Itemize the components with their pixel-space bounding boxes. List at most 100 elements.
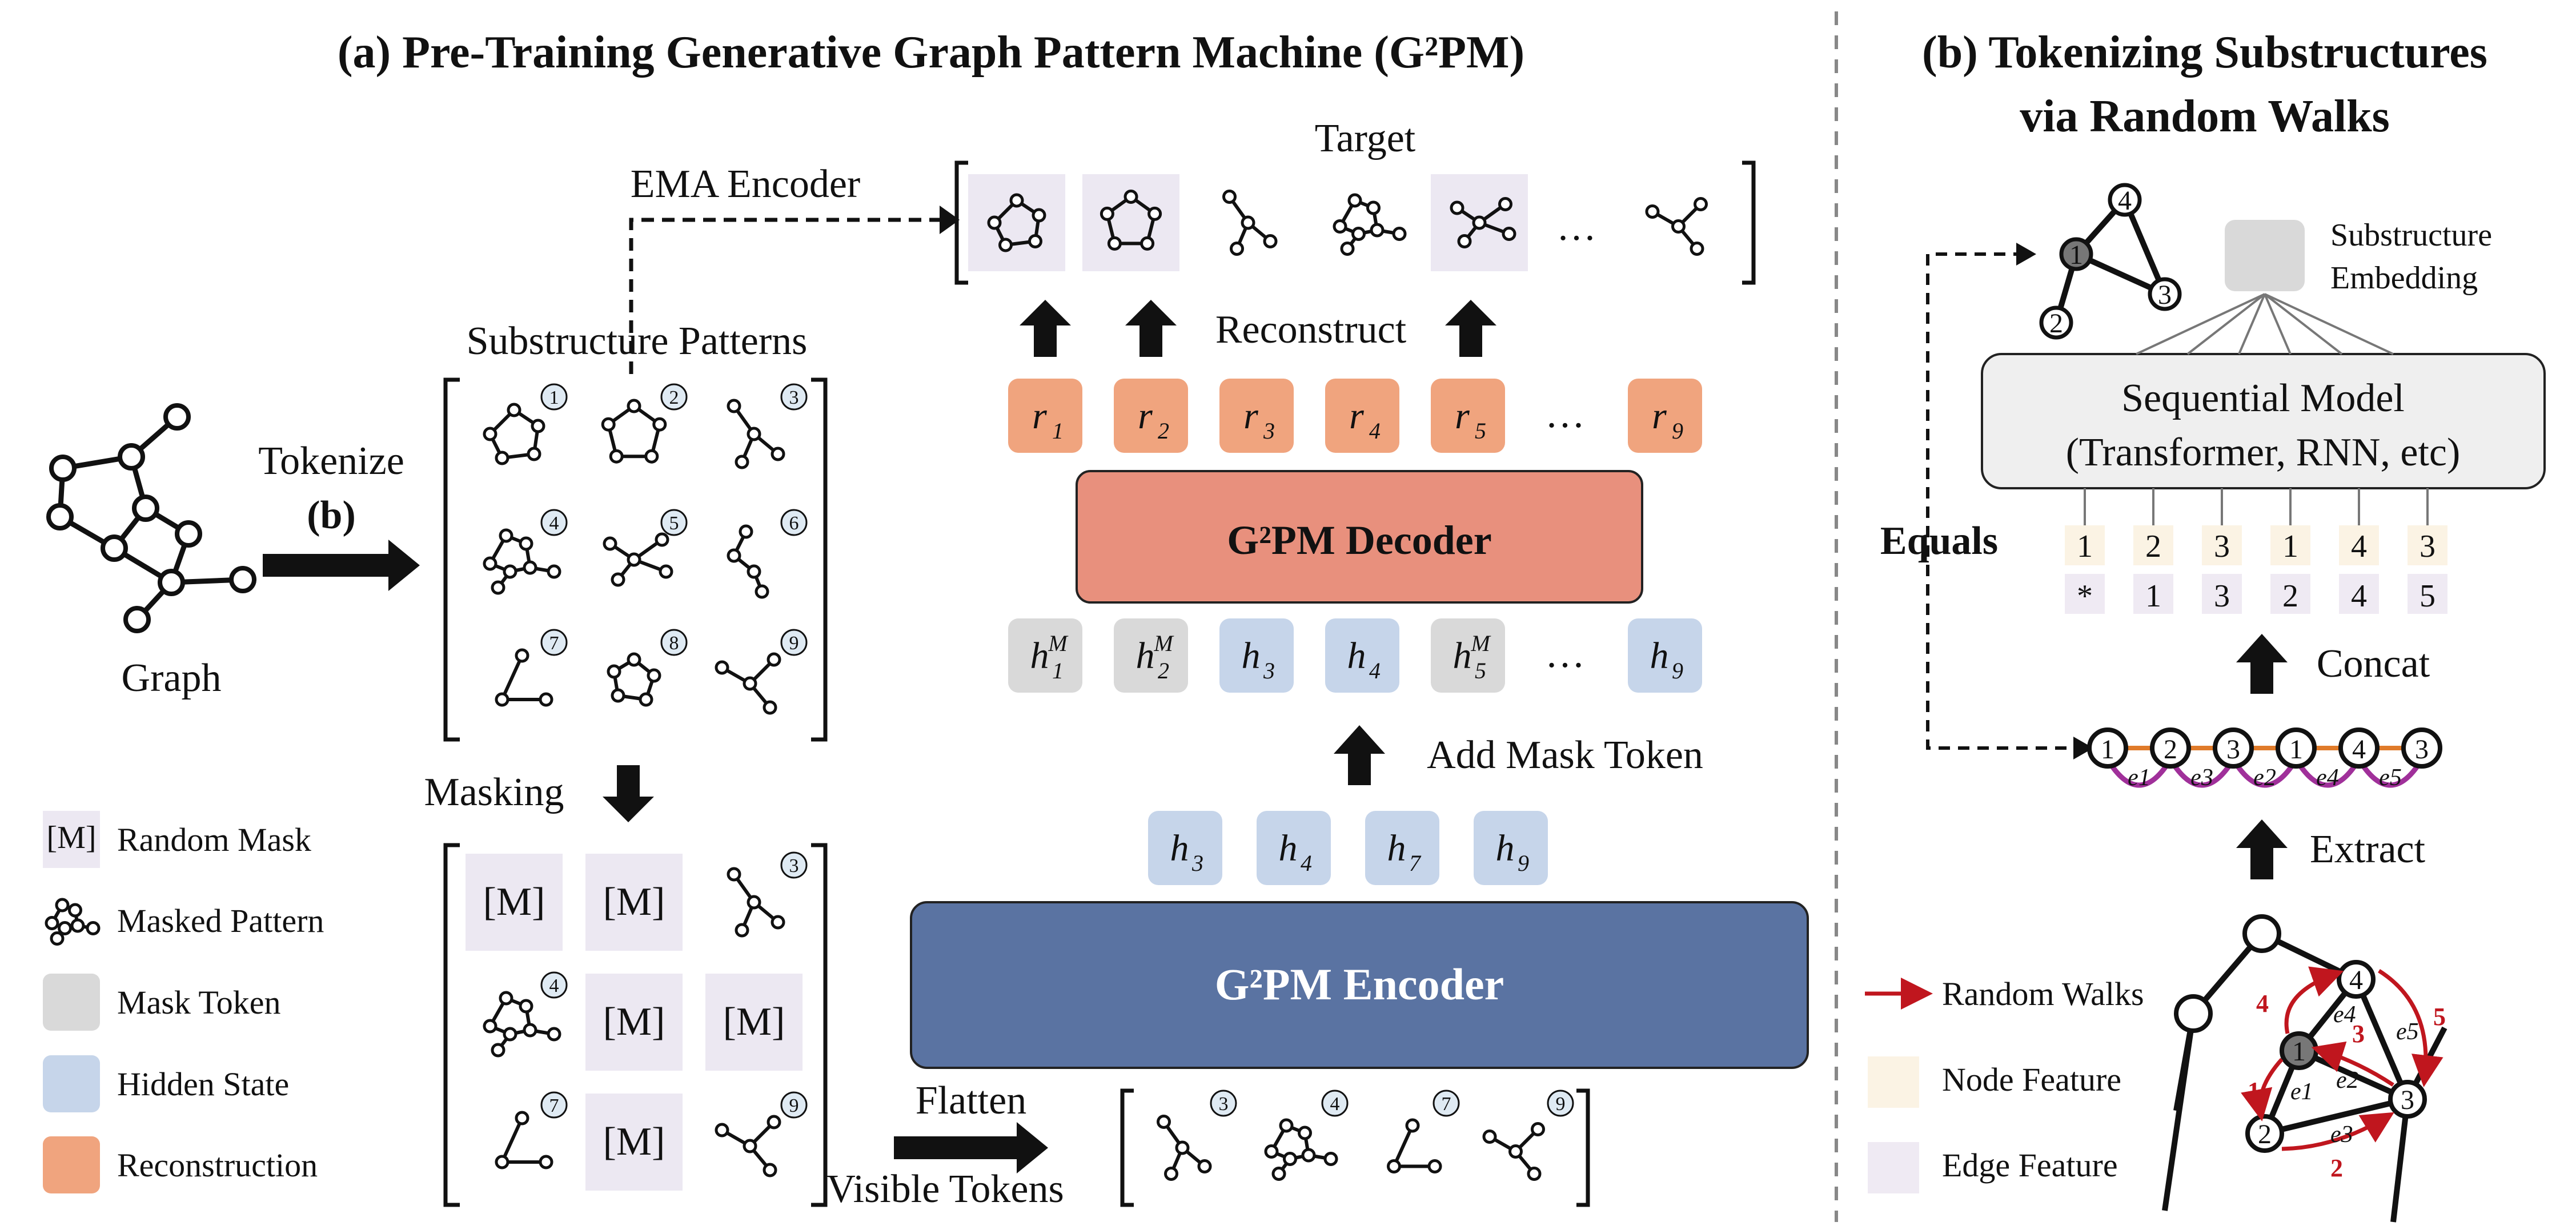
svg-text:4: 4 (1301, 850, 1312, 876)
svg-text:7: 7 (549, 633, 559, 654)
flatten-arrow (894, 1122, 1048, 1173)
node-feature-4: 1 (2282, 529, 2298, 564)
pattern-number-5: 5 (660, 509, 688, 536)
ema-dashed-path (629, 218, 948, 374)
svg-text:9: 9 (1672, 658, 1683, 684)
legend-swatch-hidden-state (43, 1055, 100, 1112)
small-graph-node-3: 3 (2158, 280, 2172, 310)
walk-step-3: 3 (2352, 1020, 2365, 1048)
visible-tokens-label: Visible Tokens (826, 1167, 1064, 1211)
mask-cell (585, 974, 683, 1071)
walk-node-4: 1 (2289, 734, 2303, 765)
masked-visible-number-9: 9 (780, 1091, 808, 1119)
sequential-model-line2: (Transformer, RNN, etc) (2066, 431, 2461, 475)
walk-edge-label-1: e1 (2128, 765, 2150, 791)
small-graph-node-1: 1 (2069, 240, 2083, 270)
target-ellipsis: … (1556, 205, 1596, 249)
add-mask-label: Add Mask Token (1427, 733, 1703, 777)
masked-visible-number-3: 3 (780, 851, 808, 879)
svg-text:5: 5 (1475, 658, 1486, 684)
masked-visible-glyph-4 (483, 991, 561, 1058)
masked-visible-glyph-7 (495, 1111, 553, 1169)
add-mask-arrow (1334, 725, 1385, 785)
walk-graph-edge-e5: e5 (2396, 1019, 2419, 1045)
decoder-box (1076, 470, 1643, 604)
edge-feature-cell (2339, 574, 2379, 614)
hidden-token-1: h 1M (1008, 618, 1082, 693)
pattern-glyph-2 (601, 399, 667, 464)
walk-step-5: 5 (2433, 1003, 2446, 1031)
masked-visible-glyph-9 (715, 1115, 781, 1177)
svg-text:4: 4 (1369, 658, 1381, 684)
svg-text:3: 3 (1191, 850, 1203, 876)
visible-number-2: 4 (1321, 1090, 1349, 1117)
target-glyph-7 (1645, 197, 1708, 256)
walk-step-1: 1 (2248, 1077, 2260, 1105)
svg-text:r: r (1138, 395, 1153, 437)
visible-token-row: 3 4 7 9 (1157, 1090, 1574, 1181)
patterns-label: Substructure Patterns (467, 319, 808, 363)
svg-text:h: h (1170, 827, 1189, 869)
pattern-glyph-1 (483, 403, 545, 465)
node-feature-cell (2339, 525, 2379, 565)
svg-text:2: 2 (1158, 658, 1169, 684)
graph-label: Graph (122, 656, 222, 700)
embedding-label-1: Substructure (2330, 218, 2492, 253)
embedding-fan-lines (2084, 293, 2429, 525)
legend-swatch-edge-feature (1868, 1142, 1919, 1193)
visible-glyph-2 (1264, 1118, 1338, 1181)
edge-feature-cell (2408, 574, 2447, 614)
svg-text:r: r (1652, 395, 1667, 437)
legend-swatch-mask-token (43, 974, 100, 1031)
svg-text:h: h (1030, 635, 1049, 677)
visible-number-3: 7 (1433, 1090, 1460, 1117)
equals-arrowhead-bottom (2073, 737, 2093, 759)
visible-glyph-4 (1482, 1122, 1545, 1181)
walk-chain: e1 e3 e2 e4 e5 1 2 3 1 4 3 (2087, 727, 2442, 791)
svg-text:7: 7 (549, 1095, 559, 1116)
equals-arrowhead-top (2016, 243, 2036, 266)
recon-token-6: … (1545, 392, 1585, 436)
target-bracket-left (954, 160, 968, 285)
walk-edge-arc (2168, 758, 2236, 788)
svg-text:3: 3 (1263, 658, 1275, 684)
svg-text:h: h (1387, 827, 1406, 869)
node-feature-3: 3 (2214, 529, 2230, 564)
mask-cell-label: [M] (603, 1120, 665, 1164)
equals-dashed-path (1926, 252, 2085, 750)
pattern-glyph-5 (603, 532, 673, 587)
svg-text:7: 7 (1409, 850, 1422, 876)
svg-text:3: 3 (789, 855, 799, 877)
input-graph-nodes (46, 403, 256, 633)
svg-text:5: 5 (1475, 418, 1486, 444)
node-feature-2: 2 (2145, 529, 2161, 564)
visible-number-4: 9 (1547, 1090, 1574, 1117)
svg-text:M: M (1048, 630, 1069, 656)
pattern-number-1: 1 (540, 383, 568, 411)
walk-graph-node-1: 1 (2292, 1036, 2306, 1067)
masked-bracket-right (811, 843, 828, 1207)
mask-cell (585, 854, 683, 951)
svg-text:1: 1 (1052, 418, 1064, 444)
mask-cell-label: [M] (603, 1000, 665, 1044)
mask-cell-label: [M] (723, 1000, 785, 1044)
walk-graph-node-3: 3 (2401, 1085, 2414, 1115)
pattern-glyph-7 (495, 648, 553, 707)
mask-cell (585, 1094, 683, 1191)
visible-glyph-3 (1387, 1118, 1442, 1173)
tokenize-label: Tokenize (258, 439, 404, 483)
encoder-box (910, 901, 1809, 1069)
legend-panel-b: Random Walks Node Feature Edge Feature (1865, 975, 2144, 1193)
legend-label-reconstruction: Reconstruction (117, 1147, 318, 1184)
walk-node (2150, 727, 2191, 769)
walk-edge-arc (2231, 758, 2298, 788)
substructure-embedding-box (2225, 220, 2305, 291)
walk-node (2401, 727, 2442, 769)
svg-text:3: 3 (789, 387, 799, 408)
node-feature-cell (2408, 525, 2447, 565)
